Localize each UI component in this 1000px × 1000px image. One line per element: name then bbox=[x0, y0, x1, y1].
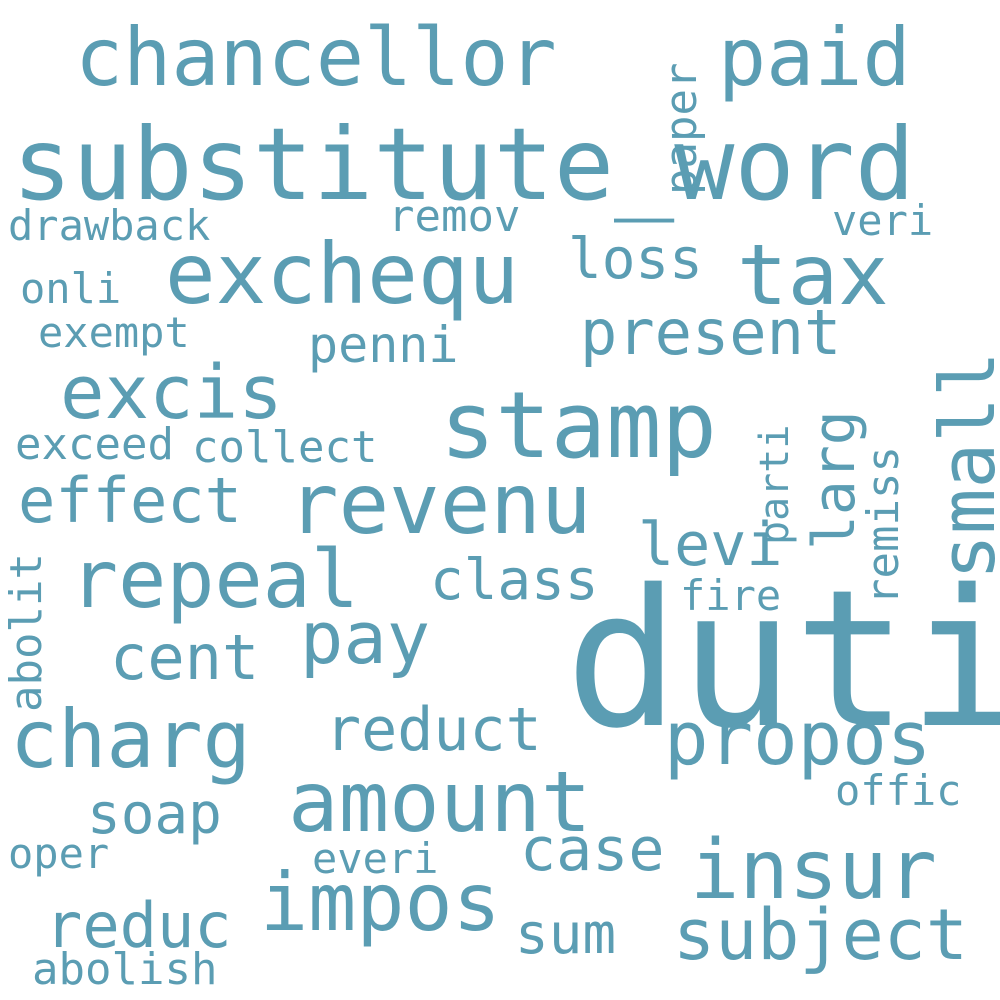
word-remov: remov bbox=[388, 191, 521, 242]
word-collect: collect bbox=[192, 422, 378, 473]
word-soap: soap bbox=[87, 782, 222, 847]
word-tax: tax bbox=[737, 226, 889, 324]
word-effect: effect bbox=[18, 464, 242, 537]
word-subject: subject bbox=[673, 894, 969, 976]
word-offic: offic bbox=[835, 766, 962, 815]
word-exceed: exceed bbox=[15, 419, 174, 470]
word-onli: onli bbox=[20, 264, 122, 313]
word-amount: amount bbox=[288, 753, 592, 851]
word-parti: parti bbox=[752, 424, 798, 545]
word-loss: loss bbox=[568, 227, 703, 292]
word-chancellor: chancellor bbox=[75, 11, 557, 104]
word-repeal: repeal bbox=[70, 533, 359, 626]
word-remiss: remiss bbox=[858, 446, 909, 605]
word-stamp: stamp bbox=[440, 372, 717, 479]
word-reduc: reduc bbox=[45, 889, 232, 962]
word-present: present bbox=[580, 296, 842, 369]
word-abolish: abolish bbox=[32, 944, 218, 995]
word-veri: veri bbox=[832, 196, 934, 245]
word-levi: levi bbox=[638, 510, 783, 580]
word-small: small bbox=[923, 351, 1000, 580]
word-penni: penni bbox=[308, 316, 459, 374]
word-revenu: revenu bbox=[288, 455, 592, 553]
word-impos: impos bbox=[260, 856, 501, 949]
word-larg: larg bbox=[800, 410, 868, 550]
word-substitute-word: substitute_word bbox=[12, 106, 916, 223]
word-cent: cent bbox=[110, 621, 260, 694]
word-abolit: abolit bbox=[1, 553, 52, 712]
word-sum: sum bbox=[515, 902, 617, 967]
word-charg: charg bbox=[10, 693, 251, 786]
word-drawback: drawback bbox=[8, 201, 211, 250]
word-insur: insur bbox=[690, 823, 937, 918]
word-fire: fire bbox=[680, 571, 782, 620]
word-paid: paid bbox=[718, 11, 911, 104]
word-case: case bbox=[520, 815, 665, 885]
word-paper: paper bbox=[656, 62, 707, 195]
word-exempt: exempt bbox=[38, 308, 190, 357]
word-pay: pay bbox=[300, 596, 431, 680]
word-propos: propos bbox=[664, 696, 932, 782]
word-everi: everi bbox=[312, 834, 439, 883]
word-exchequ: exchequ bbox=[165, 225, 520, 323]
word-excis: excis bbox=[60, 350, 283, 436]
word-oper: oper bbox=[8, 829, 110, 878]
word-class: class bbox=[430, 548, 599, 613]
word-reduct: reduct bbox=[325, 695, 542, 765]
word-duti: duti bbox=[565, 549, 1000, 770]
